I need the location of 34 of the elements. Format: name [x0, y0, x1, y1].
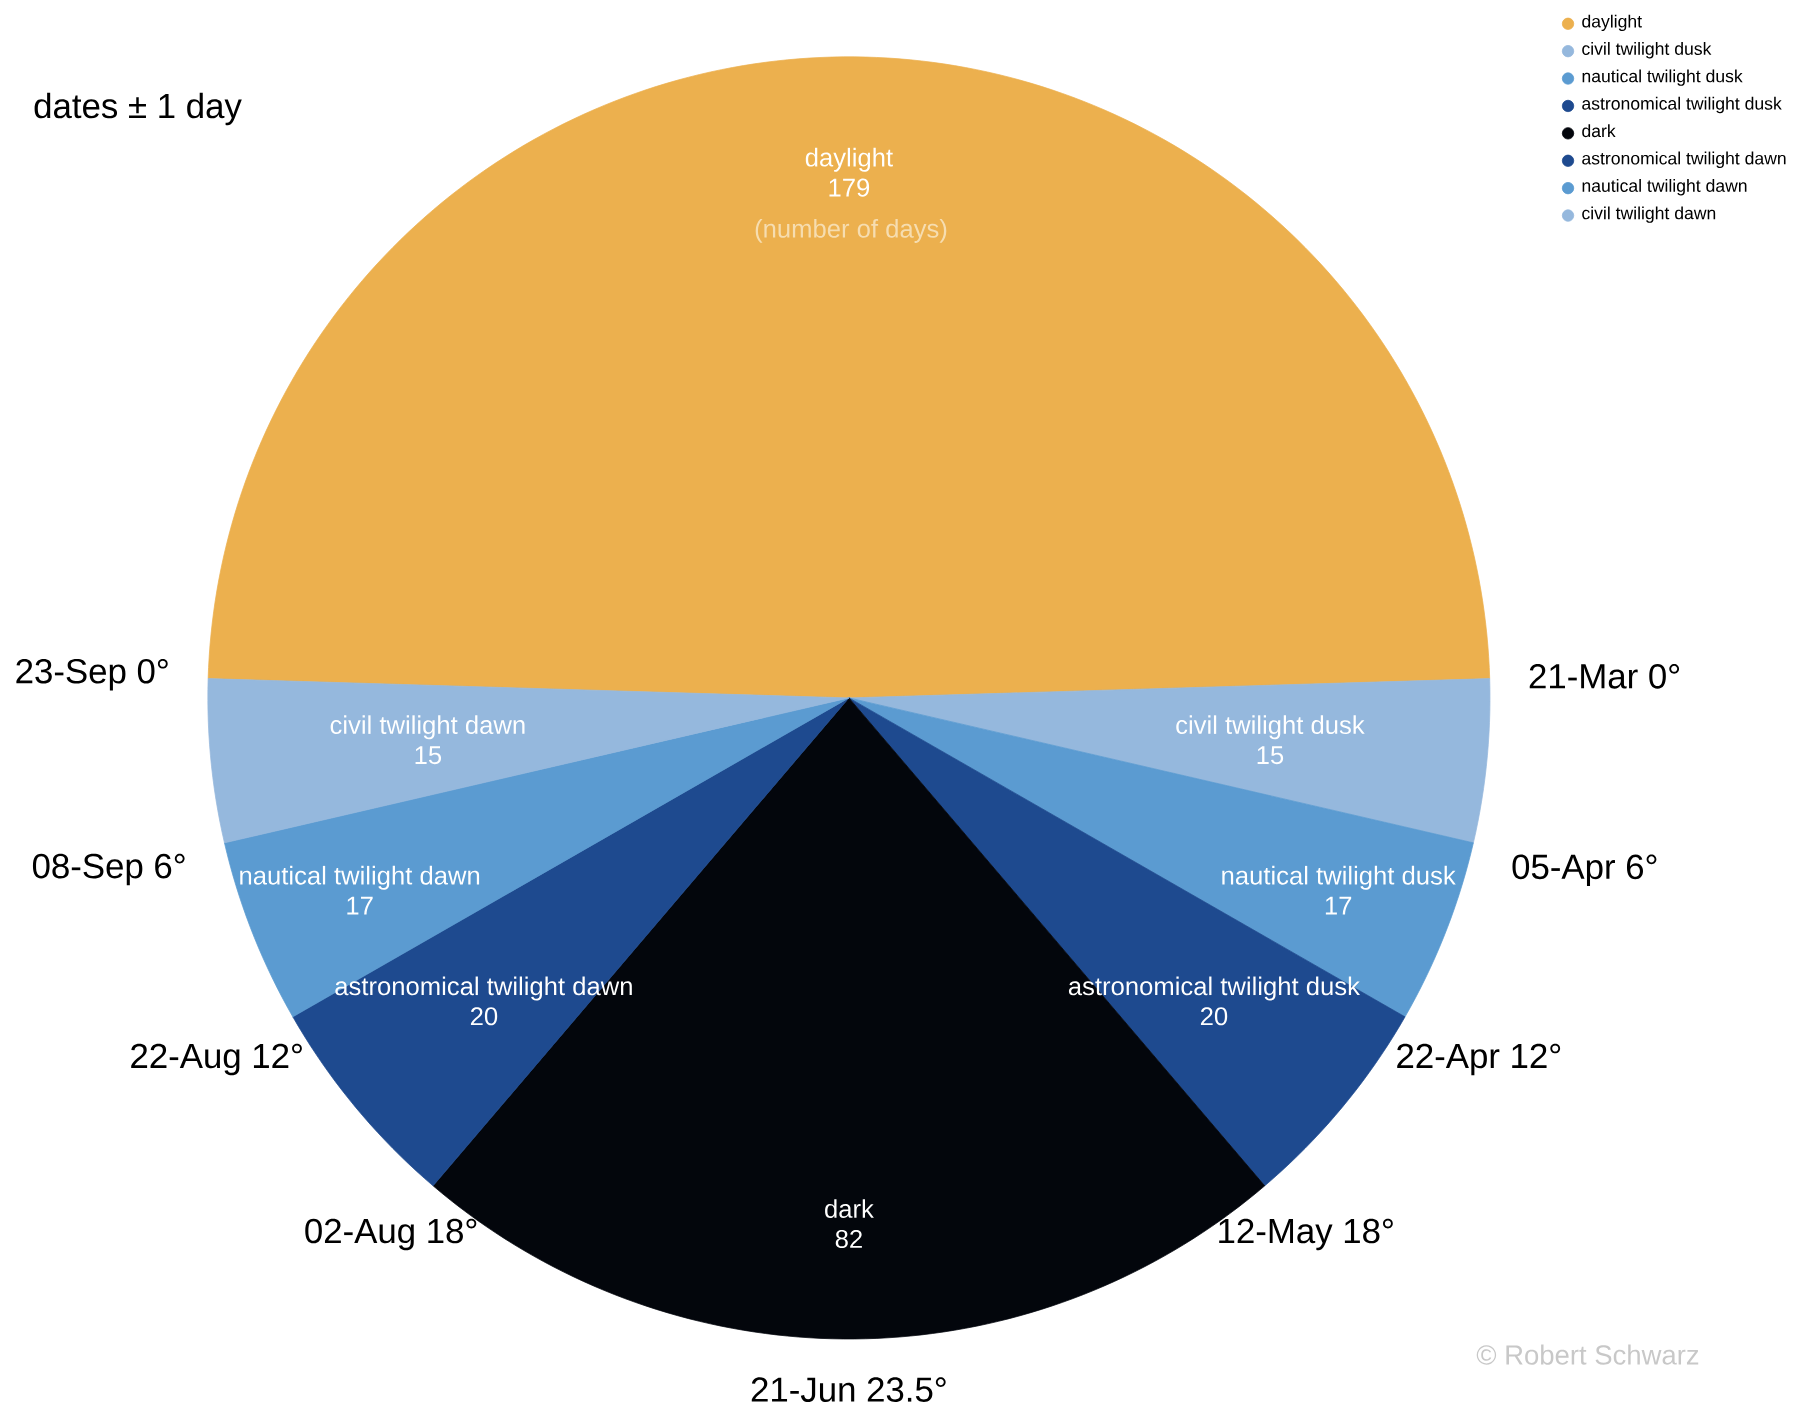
slice-label: nautical twilight dawn: [240, 866, 480, 890]
data-label: 20: [470, 1007, 498, 1026]
text: 08-Sep 6°: [32, 853, 185, 886]
slice-label: civil twilight dawn: [330, 715, 525, 740]
text: 21-Jun 23.5°: [751, 1377, 946, 1403]
slice-label: daylight: [805, 148, 893, 172]
legend-label: civil twilight dusk: [1582, 42, 1712, 59]
text: 05-Apr 6°: [1512, 854, 1657, 887]
data-label: 20: [1200, 1007, 1228, 1026]
slice-label: nautical twilight dusk: [1222, 866, 1456, 890]
slice-label: civil twilight dusk: [1176, 715, 1365, 740]
legend-label: nautical twilight dusk: [1582, 69, 1743, 87]
text: 23-Sep 0°: [16, 659, 168, 691]
text: dates ± 1 day: [34, 92, 242, 126]
data-label: 15: [1257, 746, 1284, 765]
text: 22-Apr 12°: [1397, 1043, 1561, 1076]
data-label: 15: [415, 746, 442, 765]
legend-label: nautical twilight dawn: [1582, 179, 1747, 196]
text: 02-Aug 18°: [305, 1218, 477, 1251]
legend-label: daylight: [1582, 14, 1642, 32]
text: 21-Mar 0°: [1529, 664, 1680, 689]
text: (number of days): [755, 219, 947, 244]
slice-label: dark: [825, 1199, 874, 1219]
legend-label: astronomical twilight dusk: [1582, 97, 1782, 114]
data-label: 179: [829, 178, 870, 197]
legend-label: dark: [1582, 124, 1616, 138]
text: 12-May 18°: [1219, 1218, 1393, 1251]
data-label: 17: [347, 897, 373, 915]
legend-label: civil twilight dawn: [1582, 206, 1716, 224]
slice-label: astronomical twilight dawn: [335, 976, 632, 1001]
legend-label: astronomical twilight dawn: [1582, 151, 1786, 169]
data-label: 82: [835, 1230, 862, 1249]
text: 22-Aug 12°: [131, 1043, 302, 1076]
data-label: 17: [1325, 897, 1352, 915]
